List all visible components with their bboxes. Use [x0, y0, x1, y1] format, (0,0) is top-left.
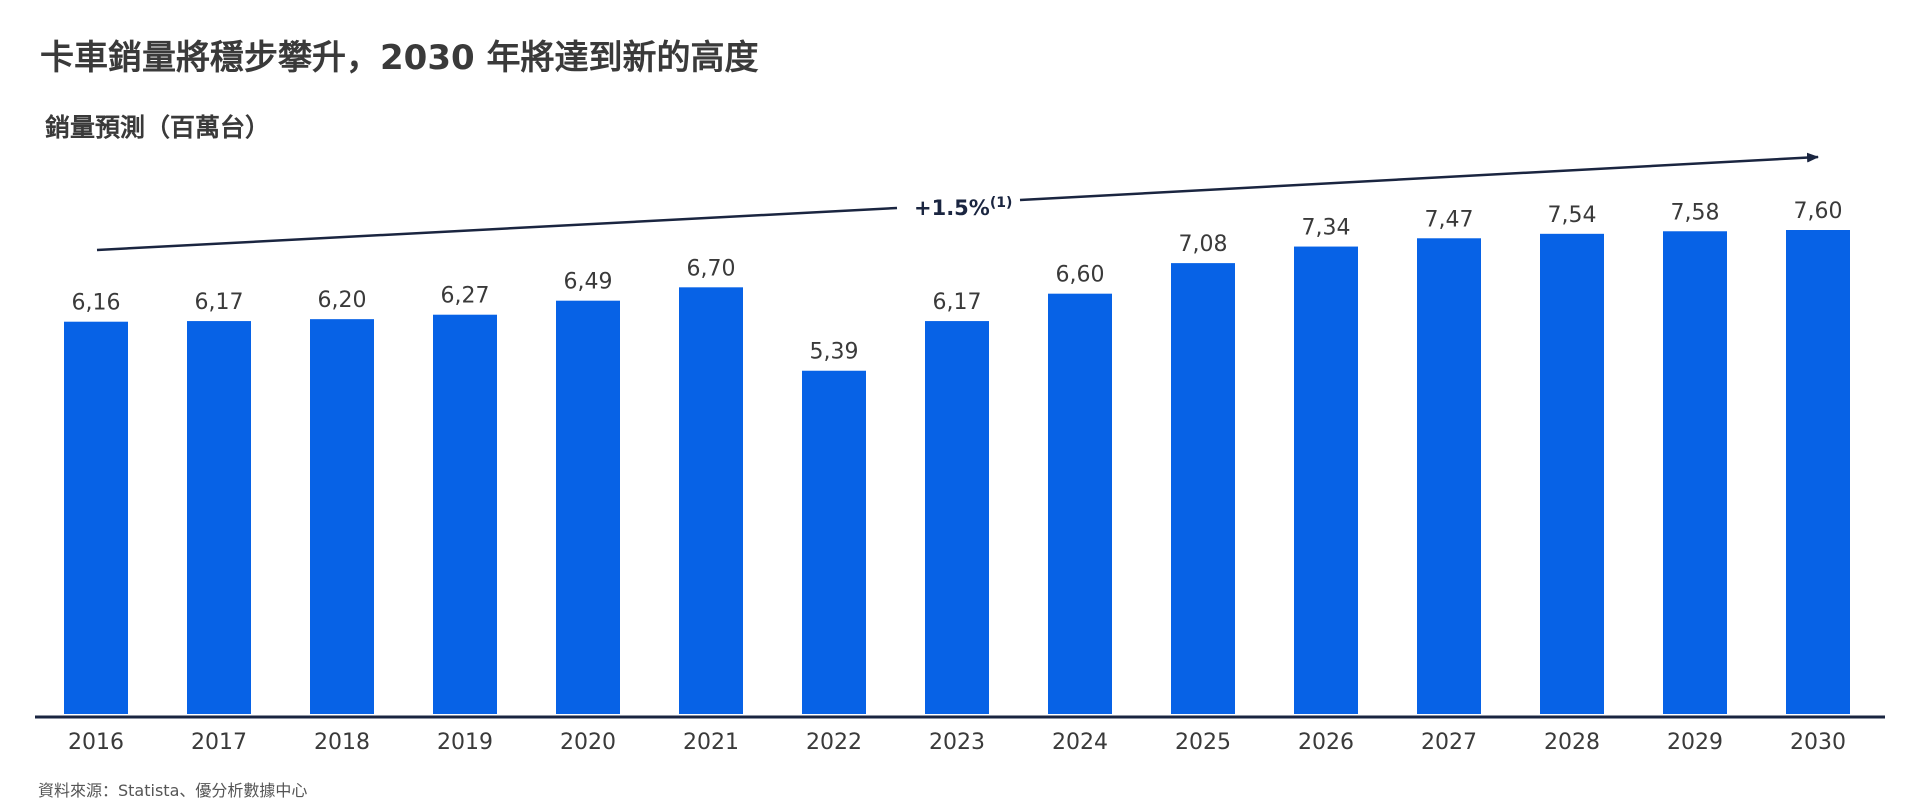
x-tick-label-2028: 2028	[1544, 730, 1600, 755]
value-label-2023: 6,17	[933, 290, 982, 315]
value-label-2019: 6,27	[441, 284, 490, 309]
trend-line-right	[1019, 152, 1819, 202]
value-label-2027: 7,47	[1425, 207, 1474, 232]
value-label-2021: 6,70	[687, 256, 736, 281]
x-tick-label-2017: 2017	[191, 730, 247, 755]
bar-2029	[1663, 231, 1727, 714]
bar-2025	[1171, 263, 1235, 714]
x-tick-label-2024: 2024	[1052, 730, 1108, 755]
bar-2028	[1540, 233, 1604, 715]
x-tick-label-2016: 2016	[68, 730, 124, 755]
x-tick-label-2018: 2018	[314, 730, 370, 755]
value-label-2018: 6,20	[318, 288, 367, 313]
x-tick-label-2029: 2029	[1667, 730, 1723, 755]
value-label-2029: 7,58	[1671, 200, 1720, 225]
bars-group	[64, 230, 1850, 715]
bar-2022	[802, 370, 866, 714]
x-tick-label-2022: 2022	[806, 730, 862, 755]
bar-2023	[925, 321, 989, 714]
source-note: 資料來源：Statista、優分析數據中心	[38, 781, 308, 800]
bar-2026	[1294, 246, 1358, 714]
x-axis-ticks-group: 2016 2017 2018 2019 2020 2021 2022 2023 2024 2025…	[68, 730, 1846, 755]
x-tick-label-2030: 2030	[1790, 730, 1846, 755]
trend-annotation: +1.5%(1)	[96, 152, 1819, 252]
value-label-2017: 6,17	[195, 290, 244, 315]
value-label-2026: 7,34	[1302, 216, 1351, 241]
x-tick-label-2026: 2026	[1298, 730, 1354, 755]
cagr-label: +1.5%(1)	[914, 195, 1012, 220]
bar-2030	[1786, 230, 1850, 714]
value-labels-group: 6,16 6,17 6,20 6,27 6,49 6,70 5,39 6,17 6,60 7,08…	[72, 199, 1843, 365]
cagr-footnote: (1)	[990, 195, 1013, 211]
bar-2017	[187, 321, 251, 714]
value-label-2028: 7,54	[1548, 203, 1597, 228]
bar-2018	[310, 319, 374, 714]
bar-2020	[556, 300, 620, 714]
x-tick-label-2023: 2023	[929, 730, 985, 755]
value-label-2022: 5,39	[810, 340, 859, 365]
value-label-2030: 7,60	[1794, 199, 1843, 224]
value-label-2020: 6,49	[564, 270, 613, 295]
bar-2027	[1417, 238, 1481, 715]
bar-2019	[433, 314, 497, 714]
chart-subtitle: 銷量預測（百萬台）	[45, 113, 271, 142]
chart-title: 卡車銷量將穩步攀升，2030 年將達到新的高度	[40, 38, 759, 78]
bar-2021	[679, 287, 743, 714]
value-label-2025: 7,08	[1179, 232, 1228, 257]
bar-2024	[1048, 293, 1112, 714]
bar-2016	[64, 321, 128, 714]
value-label-2024: 6,60	[1056, 263, 1105, 288]
x-tick-label-2025: 2025	[1175, 730, 1231, 755]
cagr-value: +1.5%	[914, 196, 990, 220]
trend-line-left	[96, 206, 898, 252]
x-tick-label-2027: 2027	[1421, 730, 1477, 755]
x-tick-label-2019: 2019	[437, 730, 493, 755]
x-tick-label-2020: 2020	[560, 730, 616, 755]
x-tick-label-2021: 2021	[683, 730, 739, 755]
value-label-2016: 6,16	[72, 291, 121, 316]
